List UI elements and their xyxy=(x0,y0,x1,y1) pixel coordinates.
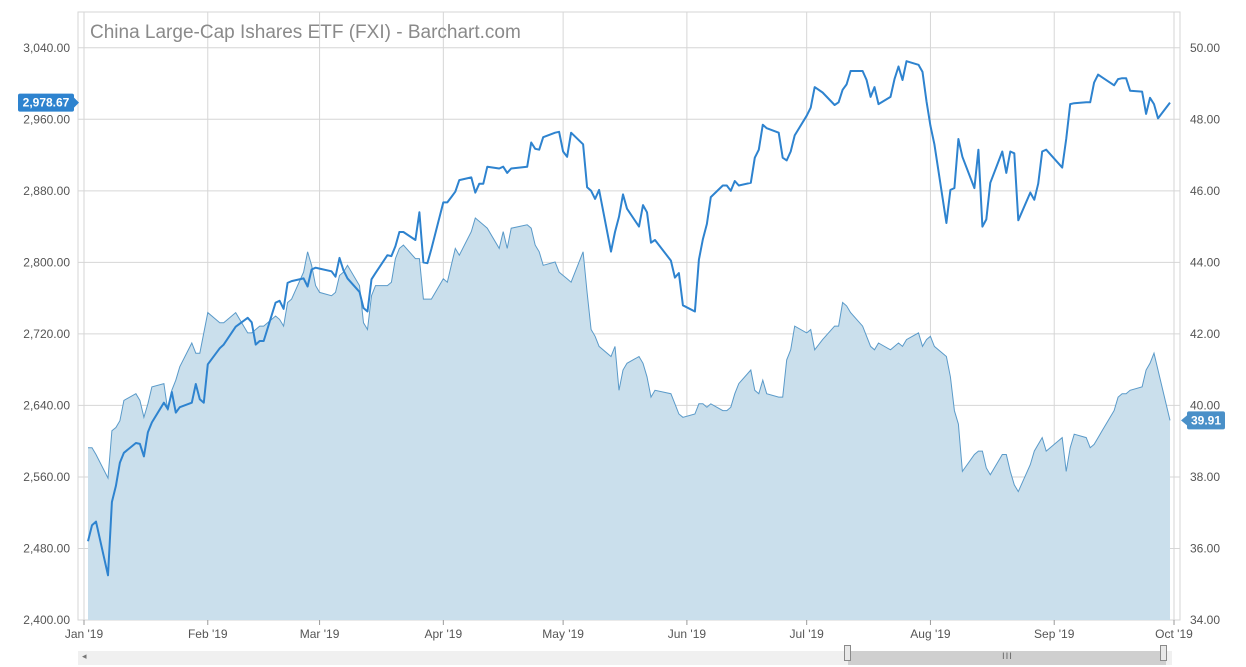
left-y-axis: 2,400.00 2,480.00 2,560.00 2,640.00 2,720.00… xyxy=(23,41,70,627)
right-y-tick-label: 48.00 xyxy=(1190,112,1220,126)
right-y-tick-label: 38.00 xyxy=(1190,470,1220,484)
left-y-tick-label: 2,640.00 xyxy=(23,398,70,412)
left-y-tick-label: 2,400.00 xyxy=(23,613,70,627)
left-y-tick-label: 2,720.00 xyxy=(23,327,70,341)
x-tick-label: May '19 xyxy=(542,627,584,641)
x-tick-label: Feb '19 xyxy=(188,627,228,641)
right-last-value-badge xyxy=(1187,411,1225,430)
fxi-area-fill xyxy=(88,218,1170,620)
right-y-axis: 34.00 36.00 38.00 40.00 42.00 44.00 46.00 48.00… xyxy=(1190,41,1220,627)
index-line xyxy=(87,60,1171,577)
x-tick-label: Aug '19 xyxy=(910,627,951,641)
left-y-tick-label: 2,800.00 xyxy=(23,255,70,269)
fxi-area-series xyxy=(88,217,1171,620)
scroll-grip-icon[interactable]: III xyxy=(1002,652,1013,662)
left-badge-pointer xyxy=(74,97,79,108)
scroll-left-arrow-icon[interactable]: ◂ xyxy=(82,652,87,662)
right-y-tick-label: 40.00 xyxy=(1190,398,1220,412)
left-y-tick-label: 2,960.00 xyxy=(23,112,70,126)
x-axis: Jan '19 Feb '19 Mar '19 Apr '19 May '19 Jun '… xyxy=(65,620,1193,641)
right-y-tick-label: 50.00 xyxy=(1190,41,1220,55)
index-line-series xyxy=(87,60,1171,577)
last-value-badges: 2,978.67 39.91 xyxy=(18,93,1225,430)
right-y-tick-label: 46.00 xyxy=(1190,184,1220,198)
x-tick-label: Jul '19 xyxy=(790,627,825,641)
right-badge-pointer xyxy=(1181,415,1187,426)
x-tick-label: Sep '19 xyxy=(1034,627,1075,641)
left-y-tick-label: 2,480.00 xyxy=(23,541,70,555)
left-y-tick-label: 3,040.00 xyxy=(23,41,70,55)
left-y-tick-label: 2,560.00 xyxy=(23,470,70,484)
x-tick-label: Jun '19 xyxy=(668,627,707,641)
x-tick-label: Mar '19 xyxy=(300,627,340,641)
x-tick-label: Jan '19 xyxy=(65,627,104,641)
fxi-area-outline xyxy=(88,217,1171,493)
navigator-right-handle[interactable] xyxy=(1160,645,1167,661)
x-tick-label: Apr '19 xyxy=(425,627,463,641)
left-y-tick-label: 2,880.00 xyxy=(23,184,70,198)
navigator-left-handle[interactable] xyxy=(844,645,851,661)
right-y-tick-label: 44.00 xyxy=(1190,255,1220,269)
chart-title: China Large-Cap Ishares ETF (FXI) - Barc… xyxy=(90,22,521,43)
right-y-tick-label: 36.00 xyxy=(1190,541,1220,555)
x-tick-label: Oct '19 xyxy=(1155,627,1193,641)
left-last-value-label: 2,978.67 xyxy=(23,96,70,110)
right-last-value-label: 39.91 xyxy=(1191,413,1221,427)
right-y-tick-label: 42.00 xyxy=(1190,327,1220,341)
right-y-tick-label: 34.00 xyxy=(1190,613,1220,627)
navigator-scroll-thumb[interactable] xyxy=(848,651,1166,665)
left-last-value-badge xyxy=(18,93,74,112)
